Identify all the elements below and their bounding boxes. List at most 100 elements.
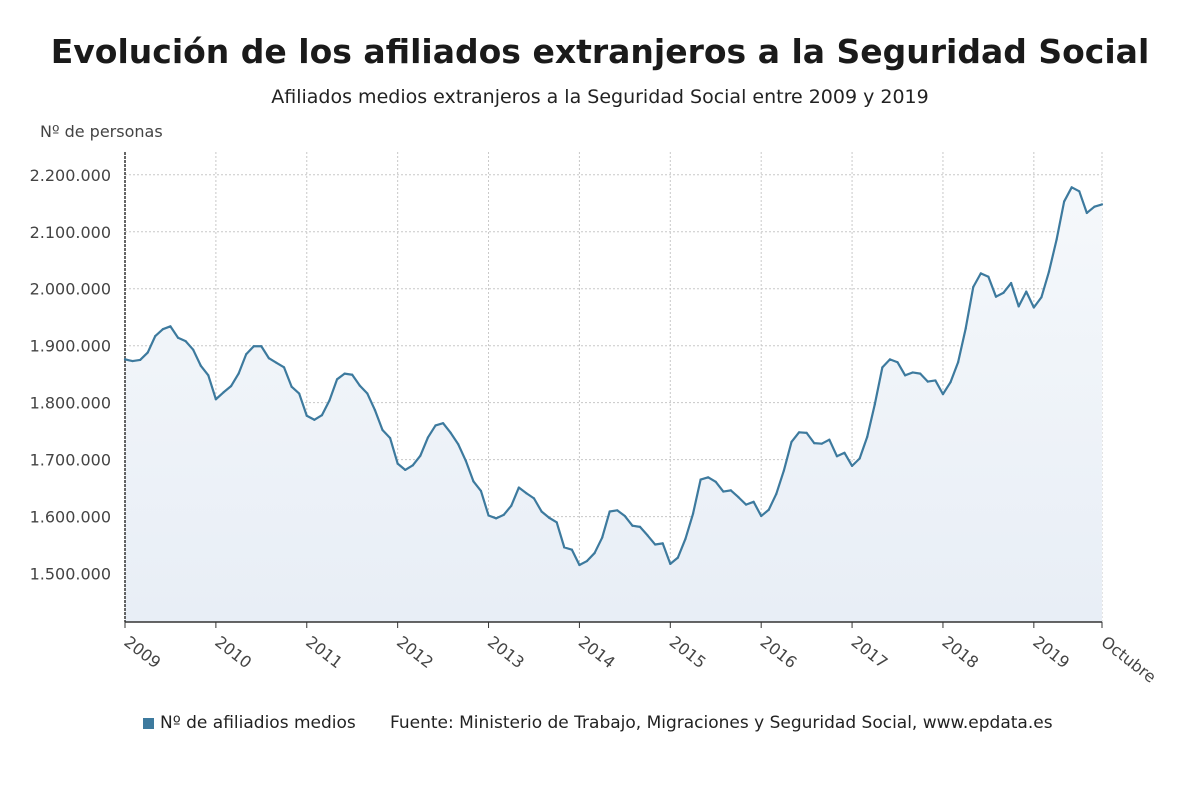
data-point bbox=[805, 431, 808, 434]
x-tick-label: 2012 bbox=[393, 632, 437, 672]
y-axis-label: Nº de personas bbox=[40, 122, 163, 141]
data-point bbox=[192, 348, 195, 351]
data-point bbox=[404, 468, 407, 471]
data-point bbox=[790, 440, 793, 444]
data-point bbox=[381, 428, 384, 432]
data-point bbox=[578, 563, 581, 567]
data-point bbox=[396, 462, 399, 465]
data-point bbox=[502, 513, 505, 517]
data-point bbox=[1085, 211, 1088, 215]
data-point bbox=[1055, 238, 1058, 241]
data-point bbox=[654, 543, 657, 546]
data-point bbox=[941, 393, 945, 396]
data-point bbox=[873, 403, 876, 406]
data-point bbox=[1025, 290, 1028, 293]
data-point bbox=[479, 489, 483, 493]
data-point bbox=[601, 536, 604, 539]
y-tick-label: 1.800.000 bbox=[30, 394, 111, 413]
data-point bbox=[646, 534, 649, 537]
chart-title: Evolución de los afiliados extranjeros a… bbox=[50, 32, 1150, 71]
data-point bbox=[222, 391, 225, 394]
data-point bbox=[813, 442, 816, 445]
data-point bbox=[214, 398, 217, 401]
data-point bbox=[328, 399, 331, 402]
data-point bbox=[229, 385, 233, 388]
data-point bbox=[661, 542, 664, 545]
data-point bbox=[426, 436, 430, 439]
data-point bbox=[267, 357, 270, 360]
data-point bbox=[1002, 291, 1005, 294]
data-point bbox=[926, 380, 929, 383]
data-point bbox=[866, 435, 869, 438]
x-tick-label: 2018 bbox=[938, 632, 982, 672]
data-point bbox=[169, 325, 172, 328]
data-point bbox=[972, 285, 975, 289]
data-point bbox=[161, 328, 164, 331]
data-point bbox=[1070, 186, 1073, 189]
data-point bbox=[638, 525, 642, 528]
data-point bbox=[540, 510, 543, 513]
data-point bbox=[373, 408, 377, 412]
data-point bbox=[123, 358, 127, 361]
data-point bbox=[320, 414, 324, 417]
data-point bbox=[797, 431, 801, 434]
data-point bbox=[1100, 203, 1104, 206]
source-note: Fuente: Ministerio de Trabajo, Migracion… bbox=[390, 713, 1053, 733]
data-point bbox=[517, 486, 520, 489]
data-point bbox=[593, 551, 596, 555]
data-point bbox=[207, 374, 210, 377]
data-point bbox=[555, 521, 558, 524]
y-tick-label: 1.900.000 bbox=[30, 337, 111, 356]
data-point bbox=[441, 422, 445, 425]
chart-subtitle: Afiliados medios extranjeros a la Seguri… bbox=[271, 86, 929, 108]
data-point bbox=[358, 384, 361, 387]
data-point bbox=[964, 327, 967, 330]
data-point bbox=[366, 392, 369, 395]
data-point bbox=[934, 379, 937, 382]
data-point bbox=[525, 492, 528, 495]
data-point bbox=[282, 366, 286, 369]
data-point bbox=[881, 366, 884, 369]
data-point bbox=[949, 381, 952, 384]
data-point bbox=[176, 336, 180, 339]
data-point bbox=[335, 378, 339, 381]
x-tick-label: 2013 bbox=[484, 632, 528, 672]
data-point bbox=[714, 480, 717, 483]
legend-label: Nº de afiliadios medios bbox=[160, 713, 356, 733]
data-point bbox=[911, 371, 914, 374]
data-point bbox=[351, 373, 354, 376]
data-point bbox=[775, 492, 778, 495]
y-tick-label: 1.600.000 bbox=[30, 508, 111, 527]
data-point bbox=[903, 374, 907, 377]
data-point bbox=[570, 548, 573, 551]
data-point bbox=[1017, 305, 1020, 308]
data-point bbox=[532, 497, 536, 500]
data-point bbox=[305, 414, 308, 417]
data-point bbox=[957, 361, 960, 364]
data-point bbox=[767, 508, 770, 511]
data-point bbox=[419, 454, 422, 457]
data-point bbox=[850, 464, 854, 467]
data-point bbox=[744, 503, 748, 506]
x-tick-label: 2009 bbox=[121, 632, 165, 672]
legend: Nº de afiliadios medios bbox=[143, 713, 356, 733]
data-point bbox=[691, 512, 695, 515]
data-point bbox=[237, 372, 240, 375]
axes bbox=[124, 152, 1103, 628]
data-point bbox=[843, 451, 846, 454]
data-point bbox=[608, 510, 611, 513]
data-point bbox=[298, 392, 301, 395]
data-point bbox=[275, 361, 278, 364]
data-point bbox=[631, 524, 634, 527]
data-point bbox=[388, 436, 392, 440]
data-point bbox=[699, 478, 702, 481]
data-point bbox=[896, 361, 899, 364]
data-point bbox=[1047, 270, 1051, 273]
points bbox=[123, 186, 1104, 567]
data-point bbox=[563, 546, 566, 549]
area-layer bbox=[125, 187, 1102, 622]
data-point bbox=[835, 455, 839, 458]
data-point bbox=[510, 504, 513, 507]
x-tick-label: 2014 bbox=[575, 632, 619, 672]
